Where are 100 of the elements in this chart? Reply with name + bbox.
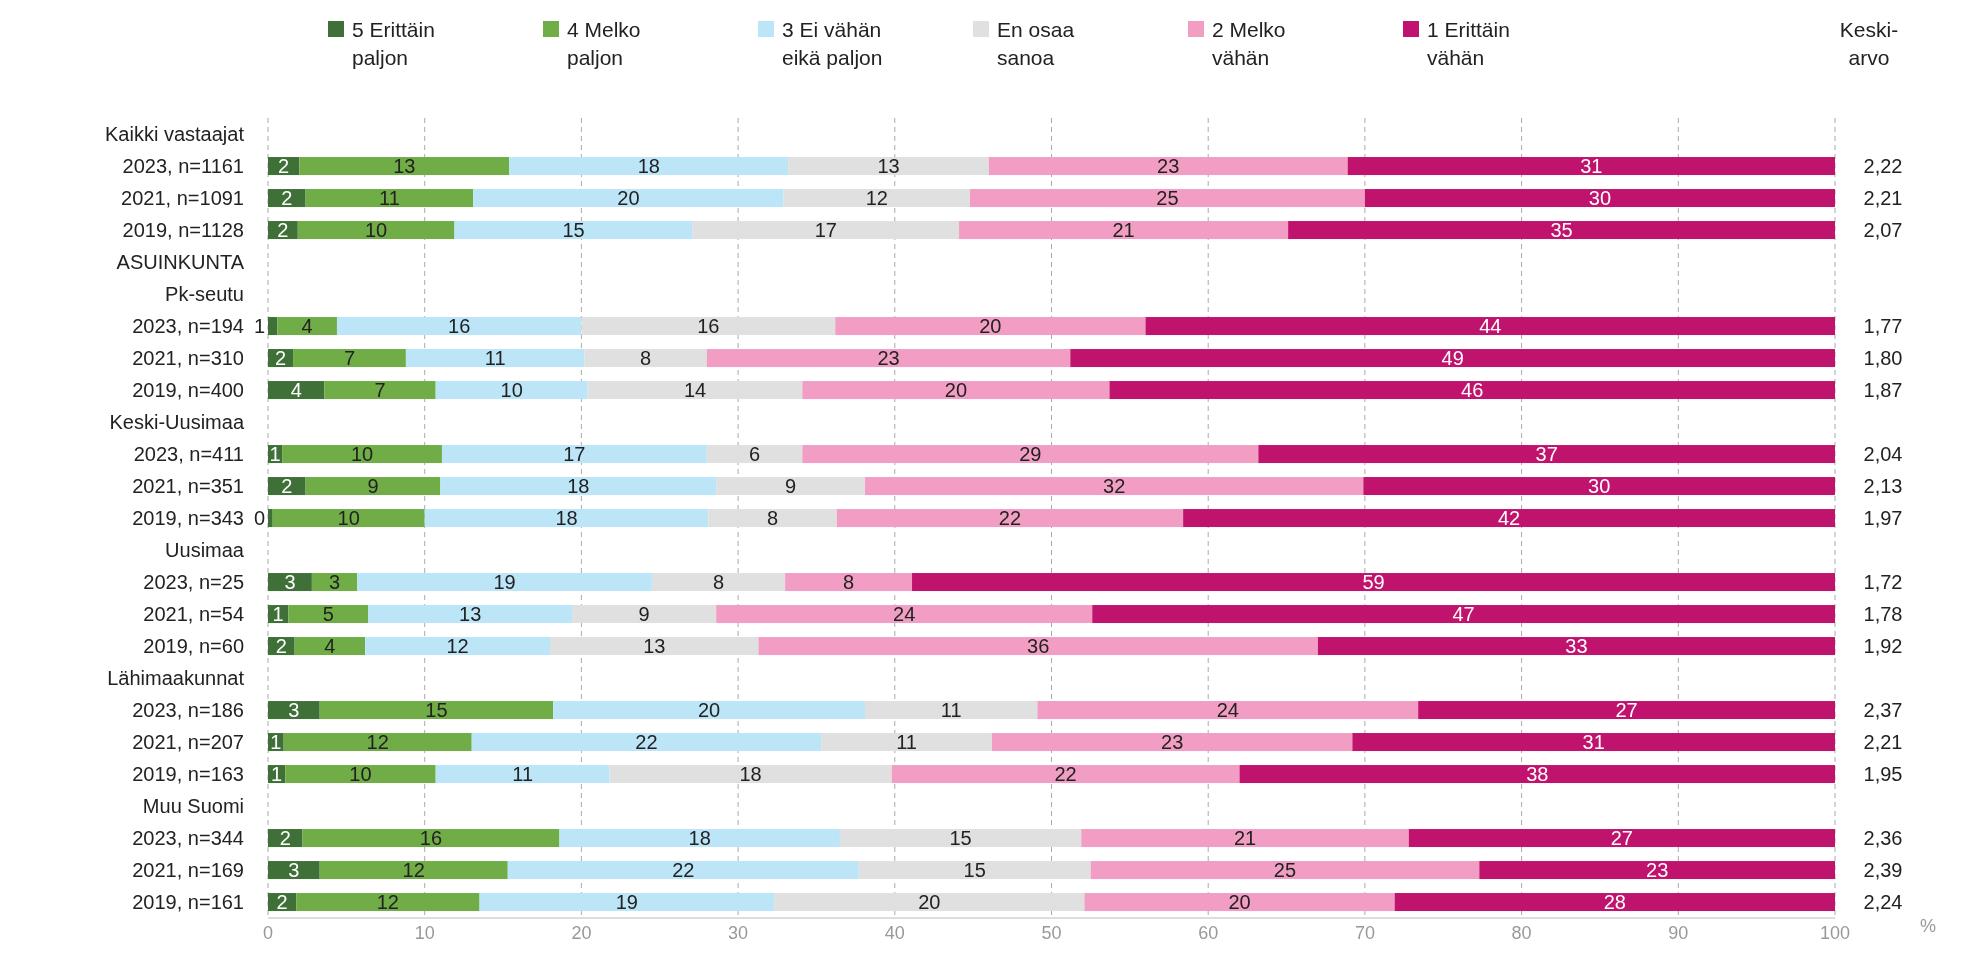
x-tick-label: 20 (571, 922, 592, 943)
data-label: 13 (459, 603, 482, 626)
data-label: 18 (637, 155, 660, 178)
bar (609, 765, 892, 784)
bar (435, 381, 588, 400)
bar (319, 861, 508, 880)
bar (305, 189, 474, 208)
y-tick-label: 2019, n=161 (132, 891, 244, 914)
legend-label: En osaa sanoa (997, 17, 1076, 71)
bar (268, 381, 325, 400)
text: 2,24 (1863, 891, 1903, 914)
x-tick-label: 40 (884, 922, 905, 943)
x-axis-title: % (1920, 916, 1937, 937)
data-label: 25 (1273, 859, 1297, 882)
data-label: 16 (697, 315, 720, 338)
y-tick-label: 2019, n=1128 (122, 219, 244, 242)
bar (268, 317, 278, 336)
data-label: 2 (281, 187, 293, 210)
data-label: 12 (376, 891, 399, 914)
data-label: 11 (896, 731, 917, 754)
bar (559, 829, 840, 848)
data-label: 2 (278, 155, 290, 178)
data-label: 3 (288, 699, 300, 722)
bar (435, 765, 610, 784)
bar (1418, 701, 1835, 720)
data-label: 1 (271, 763, 283, 786)
bar (272, 509, 425, 528)
x-tick-label: 100 (1819, 922, 1851, 943)
bar (716, 605, 1093, 624)
bar (865, 477, 1364, 496)
data-label: 0 (253, 507, 265, 530)
y-tick-label: 2019, n=163 (132, 763, 244, 786)
y-tick-label: 2021, n=1091 (121, 187, 244, 210)
x-tick-label: 60 (1198, 922, 1219, 943)
text: 1,95 (1863, 763, 1903, 786)
bar (1239, 765, 1835, 784)
x-tick-label: 70 (1354, 922, 1375, 943)
bar (572, 605, 717, 624)
bar (988, 157, 1348, 176)
text: 1,72 (1863, 571, 1903, 594)
bar (802, 445, 1259, 464)
bar (891, 765, 1240, 784)
data-label: 44 (1479, 315, 1502, 338)
bar (587, 381, 803, 400)
bar (479, 893, 775, 912)
data-label: 11 (940, 699, 962, 722)
data-label: 4 (290, 379, 302, 402)
bar (1090, 861, 1480, 880)
x-tick-label: 0 (262, 922, 274, 943)
bar (293, 349, 406, 368)
data-label: 24 (893, 603, 916, 626)
data-label: 15 (425, 699, 448, 722)
data-label: 10 (365, 219, 388, 242)
data-label: 8 (640, 347, 652, 370)
data-label: 16 (448, 315, 471, 338)
text: 2,07 (1863, 219, 1903, 242)
data-label: 7 (343, 347, 356, 370)
data-label: 15 (949, 827, 972, 850)
bar (1288, 221, 1835, 240)
bar (319, 701, 554, 720)
bar (357, 573, 652, 592)
bar (336, 317, 582, 336)
bar (441, 445, 707, 464)
bar (839, 829, 1082, 848)
data-label: 31 (1580, 155, 1603, 178)
legend-label: 5 Erittäin paljon (352, 17, 436, 71)
data-label: 11 (512, 763, 534, 786)
data-label: 12 (366, 731, 389, 754)
bar (706, 445, 803, 464)
bar (991, 733, 1353, 752)
bar (716, 477, 866, 496)
data-label: 8 (712, 571, 725, 594)
data-label: 35 (1550, 219, 1573, 242)
bar (268, 509, 273, 528)
data-label: 10 (500, 379, 523, 402)
bar (1081, 829, 1409, 848)
data-label: 6 (748, 443, 761, 466)
data-label: 49 (1441, 347, 1464, 370)
data-label: 14 (683, 379, 707, 402)
bar (454, 221, 693, 240)
bar (788, 157, 989, 176)
data-label: 38 (1526, 763, 1549, 786)
data-label: 18 (688, 827, 711, 850)
data-label: 2 (281, 475, 293, 498)
text: 2,22 (1863, 155, 1903, 178)
bar (268, 701, 320, 720)
data-label: 20 (944, 379, 968, 402)
data-label: 1 (269, 443, 281, 466)
data-label: 11 (379, 187, 400, 210)
bar (802, 381, 1110, 400)
data-label: 2 (274, 347, 287, 370)
data-label: 22 (672, 859, 695, 882)
data-label: 30 (1588, 187, 1612, 210)
y-tick-label: Muu Suomi (142, 795, 244, 818)
y-tick-label: 2019, n=400 (132, 379, 244, 402)
text: 1,97 (1863, 507, 1903, 530)
data-label: 18 (567, 475, 590, 498)
x-tick-label: 80 (1511, 922, 1532, 943)
data-label: 22 (635, 731, 658, 754)
data-label: 9 (367, 475, 379, 498)
